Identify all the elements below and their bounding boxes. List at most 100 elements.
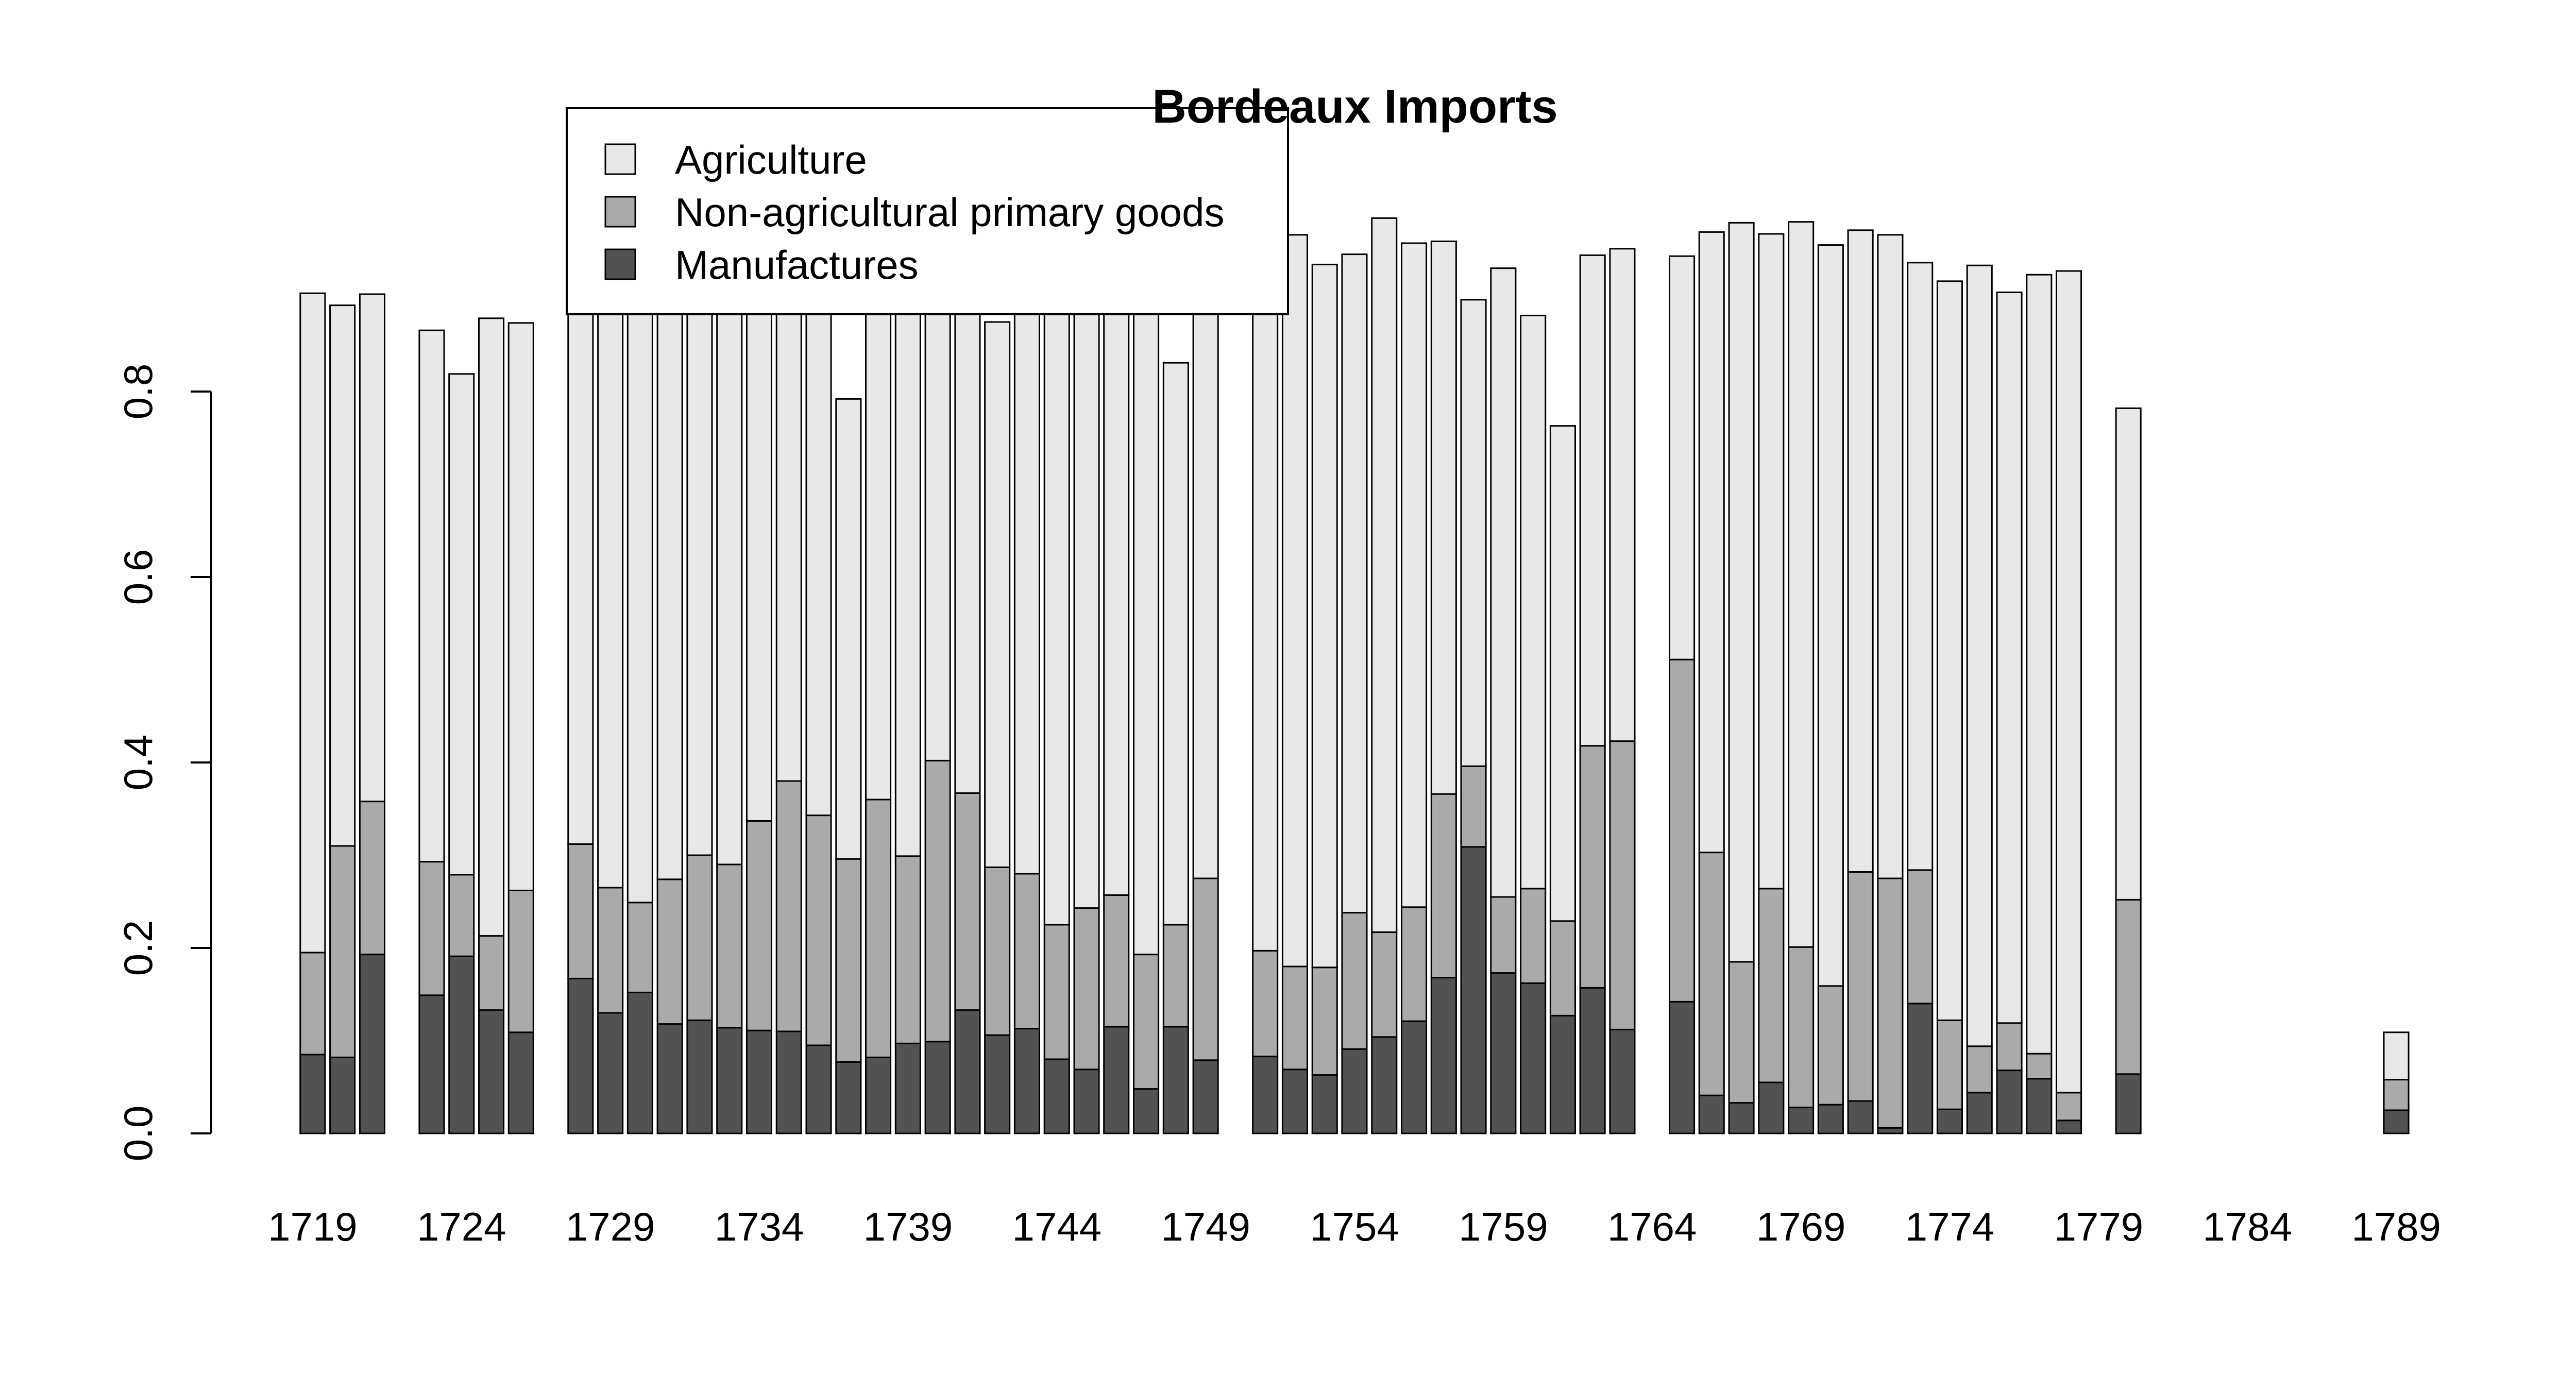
bar-1763-manufactures xyxy=(1609,1028,1636,1134)
x-tick-label-1734: 1734 xyxy=(715,1204,804,1249)
bar-1726-agriculture xyxy=(507,322,534,891)
bar-1777-agriculture xyxy=(2026,274,2053,1055)
bar-1763-non-agricultural-primary-goods xyxy=(1609,740,1636,1030)
bar-1720-agriculture xyxy=(329,304,356,847)
bar-1755-manufactures xyxy=(1371,1036,1398,1134)
bar-1731-agriculture xyxy=(656,247,683,880)
bar-1731-non-agricultural-primary-goods xyxy=(656,878,683,1025)
bar-1726-non-agricultural-primary-goods xyxy=(507,889,534,1033)
bar-1749-agriculture xyxy=(1192,279,1219,879)
bar-1730-manufactures xyxy=(626,991,653,1134)
bar-1771-non-agricultural-primary-goods xyxy=(1847,871,1874,1102)
bar-1770-manufactures xyxy=(1817,1104,1844,1134)
bar-1740-agriculture xyxy=(924,247,951,761)
bar-1760-non-agricultural-primary-goods xyxy=(1520,888,1547,984)
bar-1747-manufactures xyxy=(1133,1088,1160,1134)
bar-1778-manufactures xyxy=(2056,1119,2082,1134)
bar-1739-non-agricultural-primary-goods xyxy=(894,855,921,1044)
bar-1737-agriculture xyxy=(835,398,862,860)
bar-1738-agriculture xyxy=(865,256,892,801)
bar-1769-agriculture xyxy=(1788,221,1815,948)
bar-1734-agriculture xyxy=(745,247,773,822)
bar-1749-non-agricultural-primary-goods xyxy=(1192,877,1219,1061)
bar-1724-manufactures xyxy=(448,955,475,1134)
bar-1734-manufactures xyxy=(745,1029,773,1134)
bar-1729-manufactures xyxy=(597,1012,624,1134)
bar-1776-non-agricultural-primary-goods xyxy=(1996,1022,2023,1072)
bar-1734-non-agricultural-primary-goods xyxy=(745,820,773,1031)
bar-1735-agriculture xyxy=(775,247,802,782)
bar-1729-agriculture xyxy=(597,247,624,889)
bar-1755-agriculture xyxy=(1371,217,1398,933)
bar-1757-agriculture xyxy=(1430,240,1457,795)
bar-1719-agriculture xyxy=(299,292,326,954)
x-tick-label-1779: 1779 xyxy=(2054,1204,2144,1249)
x-tick-label-1769: 1769 xyxy=(1756,1204,1846,1249)
bar-1762-agriculture xyxy=(1579,254,1606,747)
legend-label-agriculture: Agriculture xyxy=(675,137,867,182)
bar-1742-non-agricultural-primary-goods xyxy=(984,866,1011,1036)
bar-1721-non-agricultural-primary-goods xyxy=(359,801,386,956)
bar-1735-non-agricultural-primary-goods xyxy=(775,780,802,1032)
bar-1745-non-agricultural-primary-goods xyxy=(1073,907,1100,1071)
bar-1780-non-agricultural-primary-goods xyxy=(2115,898,2142,1075)
bar-1737-non-agricultural-primary-goods xyxy=(835,858,862,1063)
bar-1776-agriculture xyxy=(1996,291,2023,1024)
bar-1759-manufactures xyxy=(1490,972,1517,1134)
bar-1746-manufactures xyxy=(1103,1026,1130,1134)
bar-1728-manufactures xyxy=(567,977,594,1134)
bar-1741-manufactures xyxy=(954,1009,981,1134)
bar-1741-non-agricultural-primary-goods xyxy=(954,792,981,1011)
bar-1765-manufactures xyxy=(1669,1000,1696,1134)
bar-1751-non-agricultural-primary-goods xyxy=(1252,949,1279,1058)
bar-1719-manufactures xyxy=(299,1054,326,1134)
bar-1723-manufactures xyxy=(418,994,445,1134)
bar-1761-non-agricultural-primary-goods xyxy=(1549,920,1576,1016)
bar-1758-manufactures xyxy=(1460,846,1487,1134)
bar-1742-agriculture xyxy=(984,321,1011,868)
bar-1758-non-agricultural-primary-goods xyxy=(1460,765,1487,848)
y-tick-label: 0.0 xyxy=(115,1106,161,1161)
bar-1735-manufactures xyxy=(775,1030,802,1134)
bar-1754-non-agricultural-primary-goods xyxy=(1341,912,1368,1050)
bar-1774-manufactures xyxy=(1936,1108,1963,1134)
bar-1756-agriculture xyxy=(1401,242,1428,908)
bar-1770-non-agricultural-primary-goods xyxy=(1817,985,1844,1106)
bar-1751-manufactures xyxy=(1252,1056,1279,1134)
bar-1760-manufactures xyxy=(1520,982,1547,1134)
bar-1765-agriculture xyxy=(1669,255,1696,660)
chart-title: Bordeaux Imports xyxy=(1152,80,1557,133)
bar-1729-non-agricultural-primary-goods xyxy=(597,887,624,1014)
bar-1723-agriculture xyxy=(418,329,445,863)
bar-1740-non-agricultural-primary-goods xyxy=(924,759,951,1043)
bar-1730-agriculture xyxy=(626,247,653,904)
x-tick-label-1754: 1754 xyxy=(1310,1204,1399,1249)
bar-1731-manufactures xyxy=(656,1023,683,1134)
bar-1774-non-agricultural-primary-goods xyxy=(1936,1019,1963,1110)
bar-1756-non-agricultural-primary-goods xyxy=(1401,906,1428,1022)
x-tick-label-1729: 1729 xyxy=(566,1204,655,1249)
bar-1756-manufactures xyxy=(1401,1020,1428,1134)
bar-1769-manufactures xyxy=(1788,1107,1815,1134)
y-tick-label: 0.4 xyxy=(115,735,161,790)
x-tick-label-1719: 1719 xyxy=(268,1204,358,1249)
bar-1773-manufactures xyxy=(1907,1003,1934,1134)
bar-1733-manufactures xyxy=(716,1027,743,1134)
bar-1723-non-agricultural-primary-goods xyxy=(418,861,445,996)
bar-1719-non-agricultural-primary-goods xyxy=(299,952,326,1056)
bar-1789-non-agricultural-primary-goods xyxy=(2383,1079,2410,1111)
bar-1739-manufactures xyxy=(894,1042,921,1134)
bar-1768-manufactures xyxy=(1758,1081,1785,1134)
bar-1772-manufactures xyxy=(1877,1127,1904,1134)
bar-1754-agriculture xyxy=(1341,253,1368,914)
bar-1733-agriculture xyxy=(716,247,743,866)
bar-1758-agriculture xyxy=(1460,299,1487,767)
bar-1746-agriculture xyxy=(1103,268,1130,896)
bar-1739-agriculture xyxy=(894,256,921,857)
bar-1744-non-agricultural-primary-goods xyxy=(1043,924,1070,1060)
bar-1762-manufactures xyxy=(1579,987,1606,1134)
x-tick-label-1774: 1774 xyxy=(1905,1204,1995,1249)
bar-1720-manufactures xyxy=(329,1056,356,1134)
y-tick-label: 0.2 xyxy=(115,920,161,976)
bar-1754-manufactures xyxy=(1341,1048,1368,1134)
